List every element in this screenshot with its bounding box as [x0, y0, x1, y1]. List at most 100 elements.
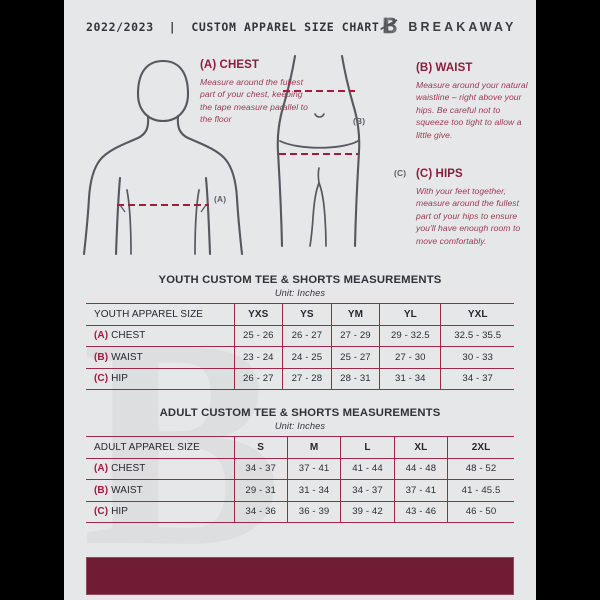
table-cell: 25 - 26 — [233, 324, 283, 347]
adult-column-header: S — [233, 436, 288, 459]
row-name: CHEST — [111, 463, 146, 475]
youth-size-table: YOUTH APPAREL SIZE YXS YS YM YL YXL (A) … — [86, 303, 514, 390]
row-label: (A) CHEST — [86, 324, 234, 347]
row-label: (B) WAIST — [86, 346, 234, 369]
row-tag: (B) — [94, 484, 109, 496]
page-title: 2022/2023 | CUSTOM APPAREL SIZE CHART — [86, 20, 380, 34]
row-tag: (A) — [94, 330, 109, 342]
adult-table-title: ADULT CUSTOM TEE & SHORTS MEASUREMENTS — [159, 407, 441, 419]
table-cell: 29 - 31 — [233, 479, 288, 502]
adult-column-header: L — [340, 436, 395, 459]
youth-column-header: YXL — [440, 303, 514, 326]
row-tag: (B) — [94, 351, 109, 363]
chest-description-block: (A) CHEST Measure around the fullest par… — [200, 59, 312, 126]
table-cell: 43 - 46 — [393, 500, 448, 523]
youth-table-title: YOUTH CUSTOM TEE & SHORTS MEASUREMENTS — [158, 274, 442, 286]
table-cell: 27 - 29 — [330, 324, 380, 347]
table-cell: 37 - 41 — [393, 479, 448, 502]
table-cell: 34 - 37 — [233, 457, 288, 480]
adult-header-label: ADULT APPAREL SIZE — [86, 436, 234, 459]
youth-header-label: YOUTH APPAREL SIZE — [86, 303, 234, 326]
table-cell: 39 - 42 — [340, 500, 395, 523]
chest-body-text: Measure around the fullest part of your … — [200, 77, 308, 125]
table-cell: 23 - 24 — [233, 346, 283, 369]
table-header-row: YOUTH APPAREL SIZE YXS YS YM YL YXL — [86, 303, 514, 326]
table-row: (B) WAIST 29 - 31 31 - 34 34 - 37 37 - 4… — [86, 479, 514, 502]
table-cell: 27 - 28 — [282, 367, 332, 390]
table-cell: 36 - 39 — [286, 500, 341, 523]
row-tag: (A) — [94, 463, 109, 475]
hips-heading: (C) HIPS — [416, 168, 463, 180]
table-row: (B) WAIST 23 - 24 24 - 25 25 - 27 27 - 3… — [86, 346, 514, 369]
table-cell: 34 - 36 — [233, 500, 288, 523]
waist-body-text: Measure around your natural waistline – … — [416, 80, 528, 140]
adult-column-header: M — [286, 436, 341, 459]
adult-column-header: XL — [393, 436, 448, 459]
row-name: CHEST — [111, 330, 146, 342]
footer-accent-bar — [86, 557, 514, 595]
human-hips-front-icon — [276, 54, 361, 248]
row-tag: (C) — [94, 506, 109, 518]
page-header: 2022/2023 | CUSTOM APPAREL SIZE CHART BR… — [64, 0, 536, 54]
row-label: (B) WAIST — [86, 479, 234, 502]
table-cell: 41 - 45.5 — [447, 479, 514, 502]
waist-description-block: (B) WAIST Measure around your natural wa… — [416, 62, 528, 141]
chest-measure-arrows — [119, 204, 207, 213]
row-name: WAIST — [111, 484, 143, 496]
table-cell: 29 - 32.5 — [379, 324, 441, 347]
table-cell: 44 - 48 — [393, 457, 448, 480]
table-cell: 31 - 34 — [286, 479, 341, 502]
row-tag: (C) — [94, 373, 109, 385]
table-cell: 26 - 27 — [233, 367, 283, 390]
table-cell: 34 - 37 — [440, 367, 514, 390]
table-cell: 41 - 44 — [340, 457, 395, 480]
waist-marker-label: (B) — [353, 116, 366, 126]
table-cell: 48 - 52 — [447, 457, 514, 480]
table-row: (C) HIP 34 - 36 36 - 39 39 - 42 43 - 46 … — [86, 500, 514, 523]
table-cell: 30 - 33 — [440, 346, 514, 369]
table-cell: 32.5 - 35.5 — [440, 324, 514, 347]
table-cell: 26 - 27 — [282, 324, 332, 347]
table-cell: 24 - 25 — [282, 346, 332, 369]
brand-lockup: BREAKAWAY — [379, 15, 516, 39]
table-cell: 27 - 30 — [379, 346, 441, 369]
body-figures-group — [82, 54, 361, 256]
table-row: (A) CHEST 25 - 26 26 - 27 27 - 29 29 - 3… — [86, 324, 514, 347]
measurement-diagram: (A) (B) (C) (A) CHEST Measure around the… — [64, 50, 536, 272]
youth-table-unit: Unit: Inches — [274, 288, 326, 298]
chest-marker-label: (A) — [214, 194, 227, 204]
table-row: (C) HIP 26 - 27 27 - 28 28 - 31 31 - 34 … — [86, 367, 514, 390]
human-torso-front-icon — [82, 59, 244, 256]
youth-column-header: YXS — [233, 303, 283, 326]
hips-body-text: With your feet together, measure around … — [416, 186, 521, 246]
youth-column-header: YM — [330, 303, 380, 326]
table-row: (A) CHEST 34 - 37 37 - 41 41 - 44 44 - 4… — [86, 457, 514, 480]
chest-heading: (A) CHEST — [200, 59, 260, 71]
adult-column-header: 2XL — [447, 436, 514, 459]
hips-marker-label: (C) — [394, 168, 407, 178]
youth-column-header: YL — [379, 303, 441, 326]
size-chart-page: B 2022/2023 | CUSTOM APPAREL SIZE CHART … — [64, 0, 536, 600]
table-cell: 25 - 27 — [330, 346, 380, 369]
waist-heading: (B) WAIST — [416, 62, 473, 74]
adult-size-table: ADULT APPAREL SIZE S M L XL 2XL (A) CHES… — [86, 436, 514, 523]
table-cell: 37 - 41 — [286, 457, 341, 480]
row-name: HIP — [111, 506, 129, 518]
row-name: HIP — [111, 373, 129, 385]
row-label: (C) HIP — [86, 500, 234, 523]
hips-description-block: (C) HIPS With your feet together, measur… — [416, 168, 528, 247]
table-header-row: ADULT APPAREL SIZE S M L XL 2XL — [86, 436, 514, 459]
adult-size-table-block: ADULT CUSTOM TEE & SHORTS MEASUREMENTS U… — [86, 407, 514, 523]
row-label: (C) HIP — [86, 367, 234, 390]
youth-size-table-block: YOUTH CUSTOM TEE & SHORTS MEASUREMENTS U… — [86, 274, 514, 390]
brand-name: BREAKAWAY — [408, 20, 517, 34]
row-name: WAIST — [111, 351, 143, 363]
breakaway-b-monogram-icon — [380, 17, 398, 34]
youth-column-header: YS — [282, 303, 332, 326]
adult-table-unit: Unit: Inches — [274, 421, 326, 431]
table-cell: 34 - 37 — [340, 479, 395, 502]
table-cell: 46 - 50 — [447, 500, 514, 523]
table-cell: 31 - 34 — [379, 367, 441, 390]
row-label: (A) CHEST — [86, 457, 234, 480]
table-cell: 28 - 31 — [330, 367, 380, 390]
